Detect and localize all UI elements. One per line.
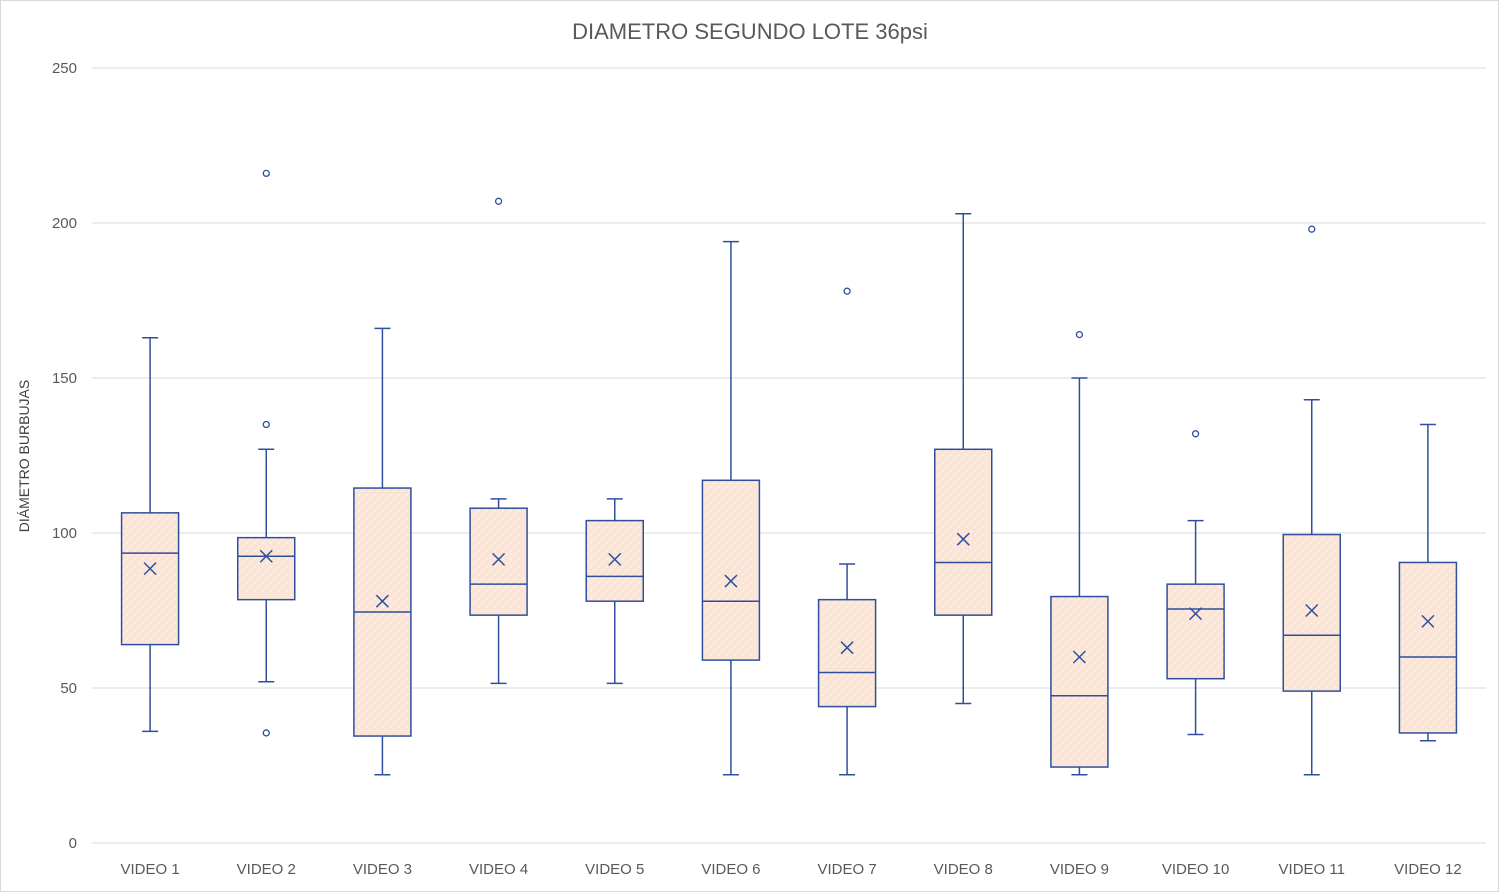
mean-marker xyxy=(259,549,273,563)
outlier-point xyxy=(262,729,270,737)
iqr-box xyxy=(469,507,528,616)
mean-marker xyxy=(143,562,157,576)
iqr-box xyxy=(237,536,296,601)
iqr-box xyxy=(585,519,644,602)
outlier-point xyxy=(262,169,270,178)
mean-marker xyxy=(1305,603,1319,618)
iqr-box xyxy=(1282,533,1341,692)
boxes xyxy=(120,169,1458,776)
outlier-point xyxy=(262,420,270,429)
iqr-box xyxy=(934,448,993,616)
x-tick-label: VIDEO 9 xyxy=(1050,861,1109,878)
mean-marker xyxy=(608,552,622,566)
x-tick-label: VIDEO 11 xyxy=(1279,861,1345,878)
mean-marker xyxy=(1072,650,1086,664)
outlier-point xyxy=(494,197,503,205)
x-axis-ticks: VIDEO 1 VIDEO 2 VIDEO 3 VIDEO 4 VIDEO 5 VIDEO… xyxy=(120,861,1461,878)
box-1 xyxy=(120,336,180,733)
iqr-box xyxy=(1166,583,1225,680)
box-9 xyxy=(1050,330,1109,776)
x-tick-label: VIDEO 1 xyxy=(120,861,179,878)
x-tick-label: VIDEO 4 xyxy=(469,861,528,878)
mean-marker xyxy=(492,552,506,566)
mean-marker xyxy=(956,532,970,546)
outlier-point xyxy=(1308,225,1316,233)
box-12 xyxy=(1398,423,1458,742)
x-tick-label: VIDEO 5 xyxy=(585,861,644,878)
y-tick-label: 250 xyxy=(52,60,77,77)
box-2 xyxy=(237,169,296,737)
x-tick-label: VIDEO 2 xyxy=(237,861,296,878)
chart-title: DIAMETRO SEGUNDO LOTE 36psi xyxy=(572,19,928,44)
iqr-box xyxy=(120,512,180,646)
box-4 xyxy=(469,197,528,685)
box-11 xyxy=(1282,225,1341,776)
outlier-point xyxy=(843,287,851,295)
x-tick-label: VIDEO 8 xyxy=(934,861,993,878)
iqr-box xyxy=(817,598,877,708)
box-5 xyxy=(585,498,644,685)
mean-marker xyxy=(724,574,738,588)
mean-marker xyxy=(1421,614,1435,628)
x-tick-label: VIDEO 12 xyxy=(1394,861,1462,878)
iqr-box xyxy=(1050,595,1109,768)
iqr-box xyxy=(1398,561,1458,734)
y-axis-title: DIÁMETRO BURBUJAS xyxy=(16,380,32,532)
x-tick-label: VIDEO 10 xyxy=(1162,861,1230,878)
box-6 xyxy=(701,240,761,776)
y-tick-label: 200 xyxy=(52,215,77,232)
outlier-point xyxy=(1191,430,1200,438)
box-3 xyxy=(353,327,412,776)
box-10 xyxy=(1166,430,1225,736)
y-axis-ticks: 0 50 100 150 200 250 xyxy=(52,60,77,852)
mean-marker xyxy=(1189,607,1203,621)
x-tick-label: VIDEO 3 xyxy=(353,861,412,878)
iqr-box xyxy=(701,479,761,661)
x-tick-label: VIDEO 7 xyxy=(817,861,876,878)
box-7 xyxy=(817,287,877,776)
y-tick-label: 50 xyxy=(60,680,77,697)
y-tick-label: 0 xyxy=(69,835,77,852)
outlier-point xyxy=(1075,330,1084,339)
y-tick-label: 100 xyxy=(52,525,77,542)
box-8 xyxy=(934,212,993,705)
mean-marker xyxy=(375,594,389,608)
y-tick-label: 150 xyxy=(52,370,77,387)
mean-marker xyxy=(840,641,854,655)
gridlines xyxy=(92,67,1486,844)
x-tick-label: VIDEO 6 xyxy=(701,861,760,878)
